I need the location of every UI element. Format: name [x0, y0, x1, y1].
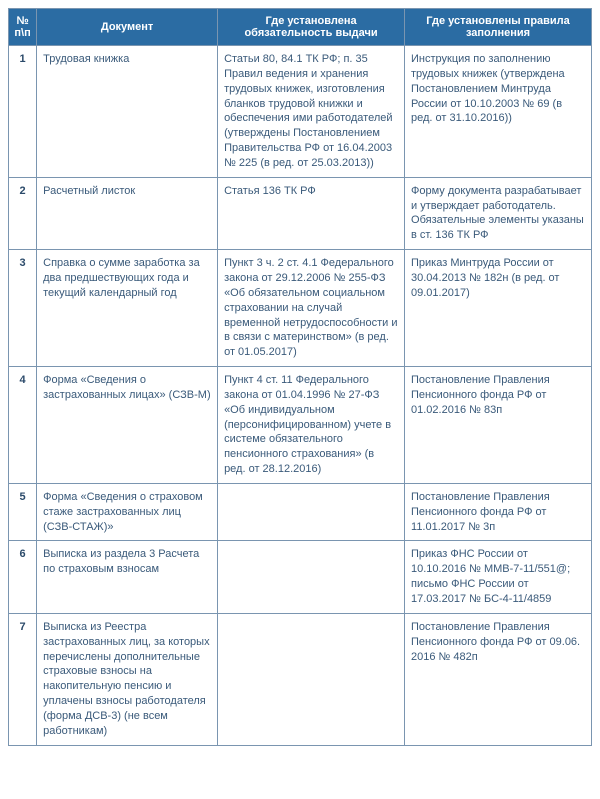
cell-num: 1: [9, 46, 37, 178]
cell-basis: [218, 541, 405, 613]
cell-basis: [218, 483, 405, 541]
documents-table: № п\п Документ Где установлена обязатель…: [8, 8, 592, 746]
table-row: 6 Выписка из раздела 3 Расчета по страхо…: [9, 541, 592, 613]
table-row: 1 Трудовая книжка Статьи 80, 84.1 ТК РФ;…: [9, 46, 592, 178]
cell-num: 3: [9, 250, 37, 367]
cell-document: Выписка из Реестра застрахованных лиц, з…: [37, 613, 218, 745]
cell-rules: Приказ Минтруда России от 30.04.2013 № 1…: [405, 250, 592, 367]
cell-rules: Форму документа разрабатывает и утвержда…: [405, 177, 592, 249]
table-row: 2 Расчетный листок Статья 136 ТК РФ Форм…: [9, 177, 592, 249]
cell-num: 2: [9, 177, 37, 249]
col-header-basis: Где установлена обязательность выдачи: [218, 9, 405, 46]
cell-basis: Пункт 3 ч. 2 ст. 4.1 Федерального закона…: [218, 250, 405, 367]
cell-num: 5: [9, 483, 37, 541]
col-header-document: Документ: [37, 9, 218, 46]
cell-num: 4: [9, 367, 37, 484]
table-row: 4 Форма «Сведения о застрахованных лицах…: [9, 367, 592, 484]
cell-rules: Инструкция по заполнению трудовых книжек…: [405, 46, 592, 178]
cell-basis: [218, 613, 405, 745]
cell-document: Выписка из раздела 3 Расчета по страховы…: [37, 541, 218, 613]
table-row: 5 Форма «Сведения о страховом стаже заст…: [9, 483, 592, 541]
table-row: 7 Выписка из Реестра застрахованных лиц,…: [9, 613, 592, 745]
col-header-num: № п\п: [9, 9, 37, 46]
cell-document: Форма «Сведения о застрахованных лицах» …: [37, 367, 218, 484]
cell-rules: Постановление Правления Пенсионного фонд…: [405, 613, 592, 745]
cell-document: Форма «Сведения о страховом стаже застра…: [37, 483, 218, 541]
cell-rules: Приказ ФНС России от 10.10.2016 № ММВ-7-…: [405, 541, 592, 613]
cell-document: Расчетный листок: [37, 177, 218, 249]
cell-num: 7: [9, 613, 37, 745]
cell-rules: Постановление Правления Пенсионного фонд…: [405, 367, 592, 484]
cell-basis: Пункт 4 ст. 11 Федерального закона от 01…: [218, 367, 405, 484]
cell-document: Трудовая книжка: [37, 46, 218, 178]
cell-document: Справка о сумме заработка за два предшес…: [37, 250, 218, 367]
table-body: 1 Трудовая книжка Статьи 80, 84.1 ТК РФ;…: [9, 46, 592, 746]
table-header: № п\п Документ Где установлена обязатель…: [9, 9, 592, 46]
cell-num: 6: [9, 541, 37, 613]
table-row: 3 Справка о сумме заработка за два предш…: [9, 250, 592, 367]
cell-basis: Статьи 80, 84.1 ТК РФ; п. 35 Правил веде…: [218, 46, 405, 178]
cell-rules: Постановление Правления Пенсионного фонд…: [405, 483, 592, 541]
cell-basis: Статья 136 ТК РФ: [218, 177, 405, 249]
col-header-rules: Где установлены правила заполнения: [405, 9, 592, 46]
